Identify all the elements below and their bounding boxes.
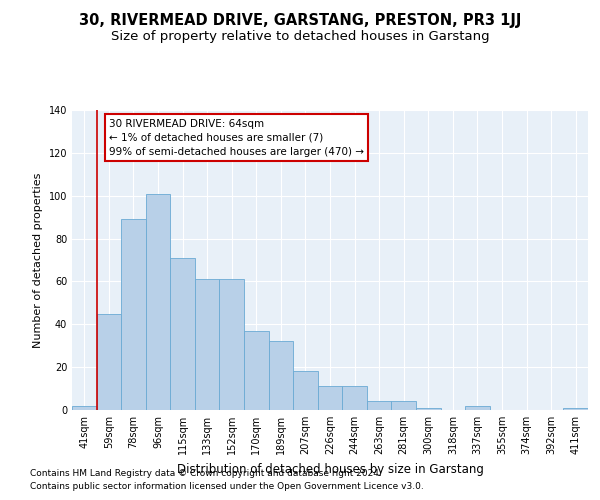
- Text: Size of property relative to detached houses in Garstang: Size of property relative to detached ho…: [110, 30, 490, 43]
- Bar: [121, 220, 146, 410]
- Bar: [391, 402, 416, 410]
- Bar: [146, 194, 170, 410]
- Bar: [244, 330, 269, 410]
- Text: Contains public sector information licensed under the Open Government Licence v3: Contains public sector information licen…: [30, 482, 424, 491]
- Bar: [220, 280, 244, 410]
- Bar: [170, 258, 195, 410]
- Bar: [465, 406, 490, 410]
- Bar: [97, 314, 121, 410]
- Bar: [318, 386, 342, 410]
- Bar: [72, 406, 97, 410]
- Y-axis label: Number of detached properties: Number of detached properties: [33, 172, 43, 348]
- Bar: [195, 280, 220, 410]
- Bar: [269, 342, 293, 410]
- X-axis label: Distribution of detached houses by size in Garstang: Distribution of detached houses by size …: [176, 462, 484, 475]
- Text: Contains HM Land Registry data © Crown copyright and database right 2024.: Contains HM Land Registry data © Crown c…: [30, 468, 382, 477]
- Text: 30 RIVERMEAD DRIVE: 64sqm
← 1% of detached houses are smaller (7)
99% of semi-de: 30 RIVERMEAD DRIVE: 64sqm ← 1% of detach…: [109, 118, 364, 156]
- Bar: [416, 408, 440, 410]
- Bar: [563, 408, 588, 410]
- Text: 30, RIVERMEAD DRIVE, GARSTANG, PRESTON, PR3 1JJ: 30, RIVERMEAD DRIVE, GARSTANG, PRESTON, …: [79, 12, 521, 28]
- Bar: [342, 386, 367, 410]
- Bar: [367, 402, 391, 410]
- Bar: [293, 372, 318, 410]
